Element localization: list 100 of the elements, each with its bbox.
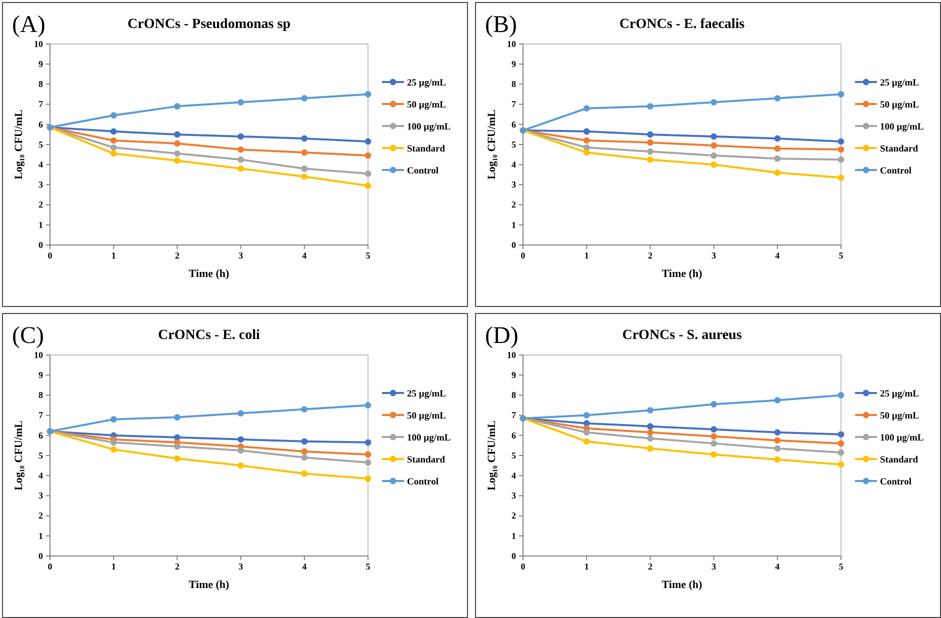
point bbox=[838, 449, 844, 456]
point bbox=[710, 142, 717, 149]
x-axis-title: Time (h) bbox=[188, 268, 230, 280]
x-tick-label: 4 bbox=[302, 250, 308, 260]
point bbox=[174, 157, 180, 164]
legend-label: Control bbox=[407, 478, 439, 488]
y-tick-label: 8 bbox=[38, 79, 44, 90]
point bbox=[838, 138, 844, 145]
x-tick-label: 4 bbox=[775, 250, 780, 260]
y-tick-label: 5 bbox=[38, 450, 44, 460]
y-tick-label: 5 bbox=[512, 139, 516, 150]
point bbox=[110, 112, 117, 119]
point bbox=[174, 443, 180, 450]
y-tick-label: 1 bbox=[512, 530, 516, 541]
point bbox=[174, 140, 180, 147]
point bbox=[238, 165, 244, 172]
x-tick-label: 3 bbox=[712, 250, 717, 260]
point bbox=[238, 146, 244, 153]
y-tick-label: 4 bbox=[512, 470, 516, 480]
y-tick-label: 8 bbox=[512, 79, 516, 90]
y-tick-label: 10 bbox=[34, 350, 44, 360]
point bbox=[110, 416, 117, 423]
point bbox=[583, 149, 590, 156]
point bbox=[647, 445, 654, 452]
point bbox=[774, 145, 781, 152]
y-tick-label: 0 bbox=[512, 550, 516, 561]
point bbox=[110, 439, 117, 446]
x-tick-label: 5 bbox=[838, 561, 844, 572]
text: (B) bbox=[485, 12, 517, 38]
legend-label: 25 µg/mL bbox=[407, 78, 446, 88]
point bbox=[174, 414, 180, 420]
x-tick-label: 4 bbox=[775, 561, 780, 572]
point bbox=[238, 447, 244, 454]
legend-label: 100 µg/mL bbox=[407, 434, 451, 444]
x-tick-label: 0 bbox=[48, 250, 53, 260]
x-tick-label: 1 bbox=[111, 250, 116, 260]
point bbox=[647, 148, 654, 155]
point bbox=[583, 438, 590, 445]
x-tick-label: 3 bbox=[712, 561, 717, 572]
point bbox=[710, 161, 717, 168]
y-tick-label: 1 bbox=[512, 220, 516, 230]
point bbox=[238, 410, 244, 416]
point bbox=[710, 401, 717, 408]
point bbox=[774, 155, 781, 162]
point bbox=[647, 131, 654, 138]
legend-label: 25 µg/mL bbox=[880, 78, 919, 88]
y-tick-label: 6 bbox=[38, 430, 44, 440]
point bbox=[301, 95, 308, 102]
point bbox=[774, 135, 781, 142]
point bbox=[647, 139, 654, 146]
x-axis-title: Time (h) bbox=[662, 579, 703, 591]
text: (A) bbox=[12, 12, 46, 38]
y-tick-label: 5 bbox=[38, 139, 44, 150]
y-tick-label: 1 bbox=[38, 530, 44, 541]
y-tick-label: 0 bbox=[512, 240, 516, 250]
legend-label: Standard bbox=[407, 144, 446, 154]
point bbox=[710, 152, 717, 159]
y-tick-label: 10 bbox=[34, 38, 44, 49]
point bbox=[647, 429, 654, 436]
x-tick-label: 1 bbox=[584, 561, 590, 572]
point bbox=[583, 105, 590, 112]
point bbox=[774, 456, 781, 463]
x-tick-label: 5 bbox=[838, 250, 844, 260]
point bbox=[583, 429, 590, 436]
point bbox=[774, 95, 781, 102]
y-tick-label: 5 bbox=[512, 450, 516, 460]
point bbox=[583, 128, 590, 135]
y-tick-label: 9 bbox=[512, 58, 516, 69]
y-tick-label: 0 bbox=[38, 550, 44, 561]
y-tick-label: 8 bbox=[512, 390, 516, 400]
point bbox=[238, 99, 244, 106]
point bbox=[710, 451, 717, 458]
point bbox=[110, 150, 117, 157]
point bbox=[301, 135, 308, 142]
point bbox=[301, 438, 308, 445]
point bbox=[110, 128, 117, 135]
x-tick-label: 2 bbox=[648, 250, 653, 260]
legend-label: 50 µg/mL bbox=[407, 100, 446, 110]
x-tick-label: 5 bbox=[366, 561, 371, 572]
point bbox=[364, 439, 372, 446]
x-tick-label: 4 bbox=[302, 561, 308, 572]
legend-label: Control bbox=[407, 166, 439, 176]
point bbox=[174, 103, 180, 110]
point bbox=[174, 150, 180, 157]
y-tick-label: 7 bbox=[512, 99, 516, 110]
y-tick-label: 10 bbox=[507, 38, 516, 49]
y-tick-label: 3 bbox=[38, 490, 44, 501]
point bbox=[364, 170, 372, 177]
point bbox=[364, 475, 372, 482]
legend-label: 50 µg/mL bbox=[407, 412, 446, 422]
point bbox=[364, 91, 372, 98]
legend-label: Control bbox=[880, 166, 912, 176]
point bbox=[301, 149, 308, 156]
y-tick-label: 2 bbox=[38, 510, 44, 521]
point bbox=[110, 446, 117, 453]
point bbox=[301, 448, 308, 455]
y-tick-label: 6 bbox=[38, 119, 44, 130]
point bbox=[774, 429, 781, 436]
point bbox=[238, 133, 244, 140]
chart-title: CrONCs - Pseudomonas sp bbox=[128, 17, 291, 32]
